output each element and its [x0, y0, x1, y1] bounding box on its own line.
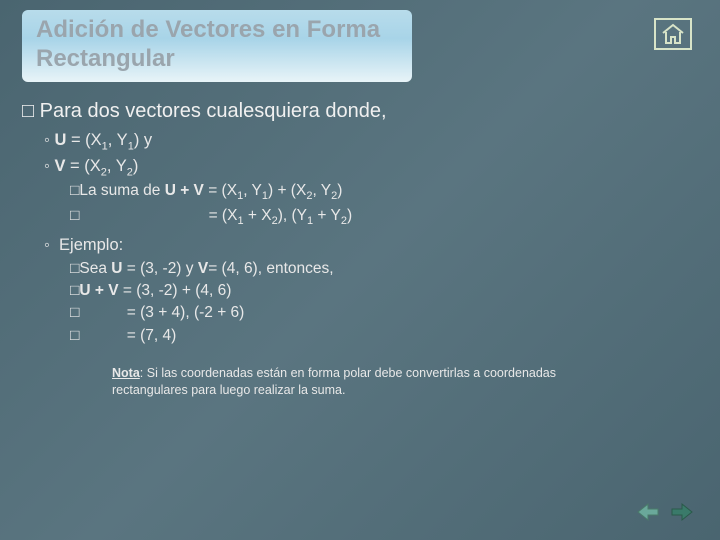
- bullet-icon: □: [22, 100, 40, 122]
- prev-button[interactable]: [632, 498, 662, 526]
- home-button[interactable]: [654, 18, 692, 50]
- nav-buttons: [632, 498, 698, 526]
- ejemplo-line-2: □U + V = (3, -2) + (4, 6): [70, 280, 690, 302]
- arrow-right-icon: [670, 500, 696, 524]
- sum-line-2: □ = (X1 + X2), (Y1 + Y2): [70, 205, 690, 230]
- ejemplo-line-1: □Sea U = (3, -2) y V= (4, 6), entonces,: [70, 258, 690, 280]
- home-icon: [660, 23, 686, 45]
- u-label: U: [54, 131, 66, 149]
- u-definition: ◦ U = (X1, Y1) y: [44, 129, 690, 155]
- intro-rest: dos vectores cualesquiera donde,: [82, 100, 387, 122]
- slide-title-box: Adición de Vectores en Forma Rectangular: [22, 10, 412, 82]
- slide-title: Adición de Vectores en Forma Rectangular: [36, 16, 398, 74]
- ejemplo-line-4: □ = (7, 4): [70, 325, 690, 347]
- intro-prefix: Para: [40, 100, 82, 122]
- arrow-left-icon: [634, 500, 660, 524]
- slide-content: □ Para dos vectores cualesquiera donde, …: [22, 100, 690, 399]
- note-text: : Si las coordenadas están en forma pola…: [112, 366, 556, 397]
- v-definition: ◦ V = (X2, Y2): [44, 155, 690, 181]
- ejemplo-label: ◦ Ejemplo:: [44, 234, 690, 257]
- note-block: Nota: Si las coordenadas están en forma …: [112, 365, 612, 399]
- next-button[interactable]: [668, 498, 698, 526]
- ejemplo-line-3: □ = (3 + 4), (-2 + 6): [70, 302, 690, 324]
- intro-line: □ Para dos vectores cualesquiera donde,: [22, 100, 690, 123]
- v-label: V: [54, 157, 65, 175]
- sum-line-1: □La suma de U + V = (X1, Y1) + (X2, Y2): [70, 180, 690, 205]
- note-label: Nota: [112, 366, 140, 380]
